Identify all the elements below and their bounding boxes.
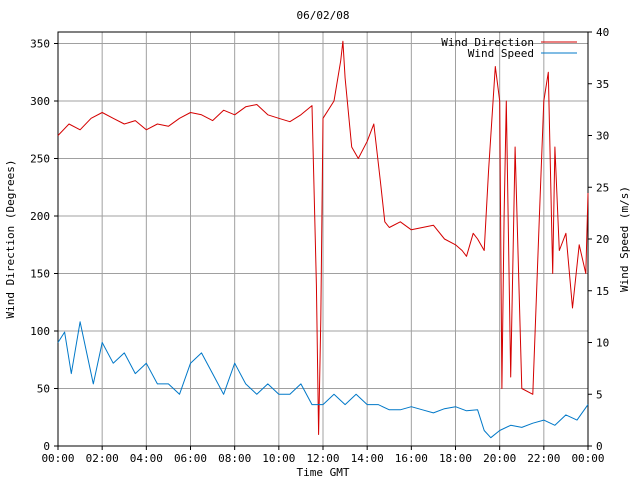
y-right-tick-label: 0 [596, 440, 603, 453]
y-left-tick-label: 100 [30, 325, 50, 338]
series-line-wind-speed [57, 321, 589, 439]
x-axis-label: Time GMT [297, 466, 350, 479]
y-right-tick-label: 20 [596, 233, 609, 246]
y-right-tick-label: 35 [596, 78, 609, 91]
legend-wind-speed-label: Wind Speed [468, 47, 534, 60]
x-tick-label: 08:00 [218, 452, 251, 465]
y-left-tick-label: 250 [30, 153, 50, 166]
y-left-tick-label: 200 [30, 210, 50, 223]
legend-wind-direction-label: Wind Direction [441, 36, 534, 49]
y-axis-label-right: Wind Speed (m/s) [618, 186, 631, 292]
x-tick-label: 04:00 [130, 452, 163, 465]
x-tick-label: 00:00 [41, 452, 74, 465]
x-tick-label: 22:00 [527, 452, 560, 465]
y-right-tick-label: 30 [596, 130, 609, 143]
x-tick-label: 12:00 [306, 452, 339, 465]
y-left-tick-label: 0 [43, 440, 50, 453]
y-right-tick-label: 40 [596, 26, 609, 39]
series-line-wind-direction [57, 40, 589, 435]
y-left-tick-label: 350 [30, 38, 50, 51]
y-left-tick-label: 50 [37, 383, 50, 396]
y-right-tick-label: 5 [596, 388, 603, 401]
x-tick-label: 18:00 [439, 452, 472, 465]
y-right-tick-label: 10 [596, 337, 609, 350]
x-tick-label: 14:00 [351, 452, 384, 465]
y-axis-label-left: Wind Direction (Degrees) [4, 160, 17, 319]
y-right-tick-label: 15 [596, 285, 609, 298]
chart-title: 06/02/08 [297, 9, 350, 22]
y-left-tick-label: 300 [30, 95, 50, 108]
x-tick-label: 02:00 [86, 452, 119, 465]
x-tick-label: 10:00 [262, 452, 295, 465]
y-left-tick-label: 150 [30, 268, 50, 281]
legend: Wind Direction Wind Speed [441, 36, 577, 60]
x-tick-label: 06:00 [174, 452, 207, 465]
x-tick-label: 20:00 [483, 452, 516, 465]
x-tick-label: 16:00 [395, 452, 428, 465]
y-right-tick-label: 25 [596, 181, 609, 194]
x-tick-label: 00:00 [571, 452, 604, 465]
axis-tick-labels: 00:00 02:00 04:00 06:00 08:00 10:00 12:00 14:00… [30, 26, 609, 465]
series-layer [57, 40, 589, 439]
